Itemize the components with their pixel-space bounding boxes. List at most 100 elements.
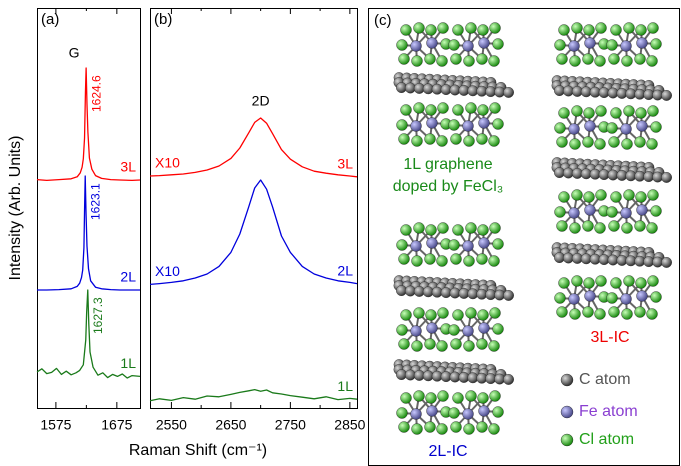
- chlorine-atom: [438, 223, 449, 234]
- plot-frame: [151, 9, 358, 409]
- chlorine-atom: [453, 393, 464, 404]
- chlorine-atom: [426, 225, 437, 236]
- caption-1l: doped by FeCl₃: [393, 178, 504, 195]
- chlorine-atom: [596, 276, 607, 287]
- iron-atom: [585, 38, 596, 49]
- chlorine-atom: [437, 136, 448, 147]
- chlorine-atom: [453, 225, 464, 236]
- chlorine-atom: [572, 190, 583, 201]
- chlorine-atom: [570, 56, 581, 67]
- chlorine-atom: [478, 393, 489, 404]
- chlorine-atom: [557, 307, 568, 318]
- x-axis-label: Raman Shift (cm⁻¹): [129, 442, 267, 459]
- chlorine-atom: [399, 54, 410, 65]
- chlorine-atom: [609, 54, 620, 65]
- chlorine-atom: [451, 422, 462, 433]
- label-2l: 2L-IC: [428, 443, 467, 460]
- chlorine-atom: [477, 134, 488, 145]
- iron-atom: [463, 326, 474, 337]
- iron-atom: [621, 208, 632, 219]
- chlorine-atom: [397, 120, 408, 131]
- iron-atom: [479, 406, 490, 417]
- iron-atom: [479, 118, 490, 129]
- chlorine-atom: [611, 192, 622, 203]
- peak-name: G: [69, 45, 80, 61]
- chlorine-atom: [489, 56, 500, 67]
- peak-position-label: 1627.3: [91, 297, 105, 334]
- chlorine-atom: [414, 308, 425, 319]
- chlorine-atom: [559, 278, 570, 289]
- iron-atom: [637, 205, 648, 216]
- chlorine-atom: [426, 25, 437, 36]
- chlorine-atom: [647, 56, 658, 67]
- chlorine-atom: [397, 408, 408, 419]
- chlorine-atom: [609, 307, 620, 318]
- chlorine-atom: [414, 103, 425, 114]
- chlorine-atom: [584, 25, 595, 36]
- chlorine-atom: [648, 23, 659, 34]
- chlorine-atom: [425, 54, 436, 65]
- x-tick-label: 1575: [40, 417, 71, 433]
- spectrum-line: [150, 390, 357, 401]
- chlorine-atom: [464, 341, 475, 352]
- carbon-atom: [661, 257, 671, 267]
- chlorine-atom: [397, 325, 408, 336]
- chlorine-atom: [438, 23, 449, 34]
- chlorine-atom: [437, 341, 448, 352]
- chlorine-atom: [399, 339, 410, 350]
- chlorine-atom: [414, 391, 425, 402]
- chlorine-atom: [425, 134, 436, 145]
- chlorine-atom: [425, 254, 436, 265]
- x-tick-label: 2650: [215, 417, 246, 433]
- chlorine-atom: [596, 23, 607, 34]
- chlorine-atom: [489, 341, 500, 352]
- chlorine-atom: [414, 223, 425, 234]
- x-tick-label: 2550: [156, 417, 187, 433]
- chlorine-atom: [464, 424, 475, 435]
- figure: Intensity (Arb. Units) Raman Shift (cm⁻¹…: [0, 0, 681, 466]
- chlorine-atom: [477, 254, 488, 265]
- x-tick-label: 2750: [275, 417, 306, 433]
- chlorine-atom: [453, 105, 464, 116]
- iron-atom: [479, 38, 490, 49]
- chlorine-atom: [622, 309, 633, 320]
- chlorine-atom: [635, 221, 646, 232]
- y-axis-label: Intensity (Arb. Units): [7, 136, 24, 281]
- chlorine-atom: [555, 40, 566, 51]
- chlorine-atom: [595, 223, 606, 234]
- iron-atom: [637, 291, 648, 302]
- chlorine-atom: [559, 192, 570, 203]
- chlorine-atom: [437, 256, 448, 267]
- chlorine-atom: [611, 25, 622, 36]
- chlorine-atom: [425, 339, 436, 350]
- legend-atom: [561, 434, 573, 446]
- chlorine-atom: [647, 223, 658, 234]
- chlorine-atom: [399, 254, 410, 265]
- chlorine-atom: [401, 310, 412, 321]
- chlorine-atom: [490, 223, 501, 234]
- chlorine-atom: [489, 256, 500, 267]
- chlorine-atom: [478, 225, 489, 236]
- peak-position-label: 1624.6: [89, 75, 103, 112]
- chlorine-atom: [493, 39, 504, 50]
- chlorine-atom: [570, 223, 581, 234]
- chlorine-atom: [636, 108, 647, 119]
- chlorine-atom: [635, 307, 646, 318]
- chlorine-atom: [437, 56, 448, 67]
- chlorine-atom: [611, 278, 622, 289]
- chlorine-atom: [570, 139, 581, 150]
- chlorine-atom: [584, 108, 595, 119]
- x-tick-label: 2850: [334, 417, 365, 433]
- legend-atom: [561, 406, 573, 418]
- chlorine-atom: [493, 407, 504, 418]
- chlorine-atom: [464, 136, 475, 147]
- iron-atom: [463, 121, 474, 132]
- chlorine-atom: [478, 105, 489, 116]
- chlorine-atom: [607, 207, 618, 218]
- chlorine-atom: [490, 103, 501, 114]
- spectrum-line: [150, 180, 357, 284]
- chlorine-atom: [451, 134, 462, 145]
- iron-atom: [411, 41, 422, 52]
- iron-atom: [479, 238, 490, 249]
- chlorine-atom: [401, 225, 412, 236]
